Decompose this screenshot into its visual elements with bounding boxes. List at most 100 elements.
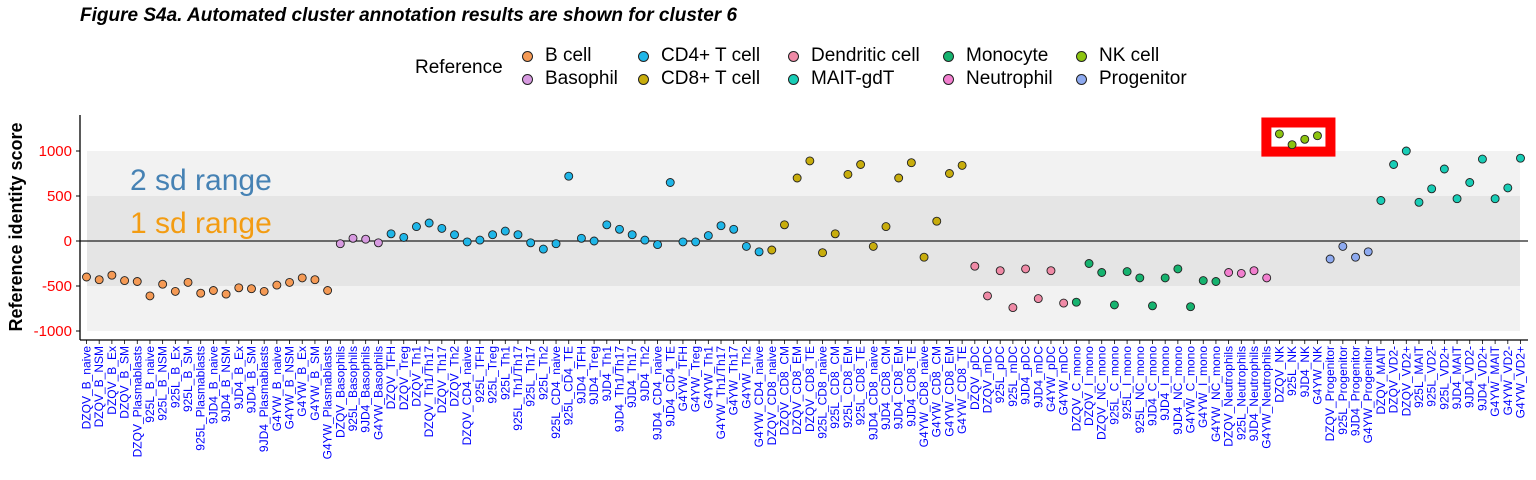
x-tick-label-dzqv-b-ex: DZQV_B_Ex xyxy=(105,346,119,415)
legend-swatch-cd4-t-cell xyxy=(638,50,649,62)
point-925l-vd2 xyxy=(1427,184,1437,194)
x-tick-label-9jd4-b-nsm: 9JD4_B_NSM xyxy=(219,346,233,422)
x-tick-label-dzqv-b-naive: DZQV_B_naive xyxy=(80,346,94,430)
point-925l-th2 xyxy=(538,244,548,254)
x-tick-label-925l-tfh: 925L_TFH xyxy=(473,346,487,403)
point-dzqv-th2 xyxy=(450,230,459,240)
x-tick-label-9jd4-pdc: 9JD4_pDC xyxy=(1019,346,1033,405)
point-g4yw-treg xyxy=(691,237,701,247)
x-tick-label-g4yw-th17: G4YW_Th17 xyxy=(727,346,741,416)
x-tick-label-dzqv-plasmablasts: DZQV_Plasmablasts xyxy=(130,346,144,457)
point-dzqv-vd2 xyxy=(1389,160,1399,169)
x-tick-label-925l-th17: 925L_Th17 xyxy=(524,346,538,407)
point-dzqv-basophils xyxy=(335,239,345,249)
x-tick-label-925l-b-sm: 925L_B_SM xyxy=(181,346,195,412)
x-tick-label-9jd4-treg: 9JD4_Treg xyxy=(587,346,601,405)
point-g4yw-cd8-em xyxy=(944,169,954,178)
x-tick-label-g4yw-cd4-naive: G4YW_CD4_naive xyxy=(752,346,766,448)
x-tick-label-9jd4-c-mono: 9JD4_C_mono xyxy=(1145,346,1159,426)
x-tick-label-g4yw-cd8-em: G4YW_CD8_EM xyxy=(942,346,956,437)
point-9jd4-progenitor xyxy=(1351,252,1360,262)
y-tick-labels: -1000 -500 0 500 1000 xyxy=(34,143,72,340)
legend-item-dendritic-cell: Dendritic cell xyxy=(788,45,920,67)
point-g4yw-mait xyxy=(1490,194,1500,204)
x-tick-label-g4yw-treg: G4YW_Treg xyxy=(689,346,703,412)
point-dzqv-cd4-naive xyxy=(462,237,472,247)
legend-swatch-neutrophil xyxy=(943,73,954,85)
figure-title: Figure S4a. Automated cluster annotation… xyxy=(80,5,738,26)
point-g4yw-cd8-te xyxy=(957,160,967,170)
point-dzqv-tfh xyxy=(386,229,396,239)
legend-item-neutrophil: Neutrophil xyxy=(943,68,1053,90)
x-tick-label-925l-nc-mono: 925L_NC_mono xyxy=(1133,346,1147,434)
point-925l-pdc xyxy=(995,266,1005,276)
x-tick-label-925l-treg: 925L_Treg xyxy=(486,346,500,404)
point-g4yw-vd2 xyxy=(1503,183,1513,193)
x-tick-label-925l-nk: 925L_NK xyxy=(1285,346,1299,396)
point-dzqv-cd8-cm xyxy=(780,220,789,230)
point-9jd4-b-nsm xyxy=(221,289,231,299)
x-tick-label-925l-progenitor: 925L_Progenitor xyxy=(1336,346,1350,435)
x-tick-label-g4yw-nc-mono: G4YW_NC_mono xyxy=(1209,346,1223,442)
x-tick-label-dzqv-tfh: DZQV_TFH xyxy=(384,346,398,409)
x-tick-label-9jd4-cd8-te: 9JD4_CD8_TE xyxy=(904,346,918,427)
point-dzqv-cd8-naive xyxy=(767,245,777,255)
x-tick-label-g4yw-vd2: G4YW_VD2+ xyxy=(1514,346,1528,418)
point-dzqv-th1 xyxy=(411,222,421,232)
point-g4yw-cd8-cm xyxy=(932,216,942,226)
point-dzqv-neutrophils xyxy=(1224,268,1234,277)
point-9jd4-th2 xyxy=(640,235,650,245)
x-tick-label-925l-cd8-em: 925L_CD8_EM xyxy=(841,346,855,428)
x-tick-label-dzqv-mait: DZQV_MAIT xyxy=(1374,345,1388,414)
x-tick-label-9jd4-vd2: 9JD4_VD2+ xyxy=(1475,346,1489,411)
x-tick-label-g4yw-progenitor: G4YW_Progenitor xyxy=(1361,346,1375,443)
x-tick-label-dzqv-cd8-naive: DZQV_CD8_naive xyxy=(765,346,779,446)
x-tick-label-dzqv-vd2: DZQV_VD2+ xyxy=(1399,346,1413,416)
x-tick-label-925l-cd4-te: 925L_CD4_TE xyxy=(562,346,576,425)
x-tick-label-dzqv-th1: DZQV_Th1 xyxy=(409,346,423,407)
point-dzqv-c-mono xyxy=(1071,297,1081,307)
legend-label-mait-gdt: MAIT-gdT xyxy=(811,68,895,89)
legend-item-cd8-t-cell: CD8+ T cell xyxy=(638,68,760,90)
legend-item-progenitor: Progenitor xyxy=(1076,68,1187,90)
point-9jd4-plasmablasts xyxy=(259,286,269,296)
legend-label-nk-cell: NK cell xyxy=(1099,45,1160,66)
y-axis-label: Reference identity score xyxy=(6,122,26,331)
legend-swatch-cd8-t-cell xyxy=(638,73,649,85)
x-tick-label-9jd4-basophils: 9JD4_Basophils xyxy=(359,346,373,433)
point-925l-i-mono xyxy=(1122,267,1132,277)
point-dzqv-treg xyxy=(399,232,409,242)
x-tick-label-g4yw-pdc: G4YW_pDC xyxy=(1044,346,1058,412)
point-g4yw-basophils xyxy=(373,238,383,248)
x-tick-label-g4yw-th2: G4YW_Th2 xyxy=(739,346,753,409)
x-tick-label-925l-cd8-naive: 925L_CD8_naive xyxy=(816,346,830,439)
point-g4yw-cd8-naive xyxy=(919,252,929,262)
point-9jd4-nc-mono xyxy=(1173,264,1183,274)
point-925l-tfh xyxy=(475,235,485,245)
x-tick-label-dzqv-cd8-te: DZQV_CD8_TE xyxy=(803,346,817,432)
point-925l-mdc xyxy=(1008,303,1018,313)
legend-swatch-dendritic-cell xyxy=(788,50,799,62)
x-tick-label-g4yw-plasmablasts: G4YW_Plasmablasts xyxy=(321,346,335,459)
point-925l-cd4-te xyxy=(564,171,574,181)
x-tick-label-9jd4-mait: 9JD4_MAIT xyxy=(1450,345,1464,409)
legend-label-neutrophil: Neutrophil xyxy=(966,68,1053,89)
point-925l-cd8-cm xyxy=(830,229,840,239)
x-tick-label-925l-vd2: 925L_VD2+ xyxy=(1437,346,1451,410)
point-925l-b-ex xyxy=(170,286,180,296)
point-925l-cd8-em xyxy=(843,169,853,179)
x-tick-label-9jd4-cd8-naive: 9JD4_CD8_naive xyxy=(866,346,880,440)
point-g4yw-th17 xyxy=(729,224,739,234)
x-tick-label-925l-b-nsm: 925L_B_NSM xyxy=(156,346,170,421)
point-925l-cd8-naive xyxy=(818,248,827,258)
x-tick-label-dzqv-cd8-cm: DZQV_CD8_CM xyxy=(777,346,791,435)
point-925l-c-mono xyxy=(1109,300,1119,310)
point-dzqv-i-mono xyxy=(1084,259,1094,268)
x-tick-label-dzqv-nc-mono: DZQV_NC_mono xyxy=(1095,346,1109,440)
x-tick-label-g4yw-th1-th17: G4YW_Th1/Th17 xyxy=(714,346,728,440)
point-dzqv-mdc xyxy=(983,291,992,301)
x-tick-label-925l-mdc: 925L_mDC xyxy=(1006,346,1020,407)
point-dzqv-cd8-te xyxy=(805,156,815,166)
x-tick-label-dzqv-neutrophils: DZQV_Neutrophils xyxy=(1222,346,1236,447)
point-9jd4-mdc xyxy=(1033,294,1043,304)
